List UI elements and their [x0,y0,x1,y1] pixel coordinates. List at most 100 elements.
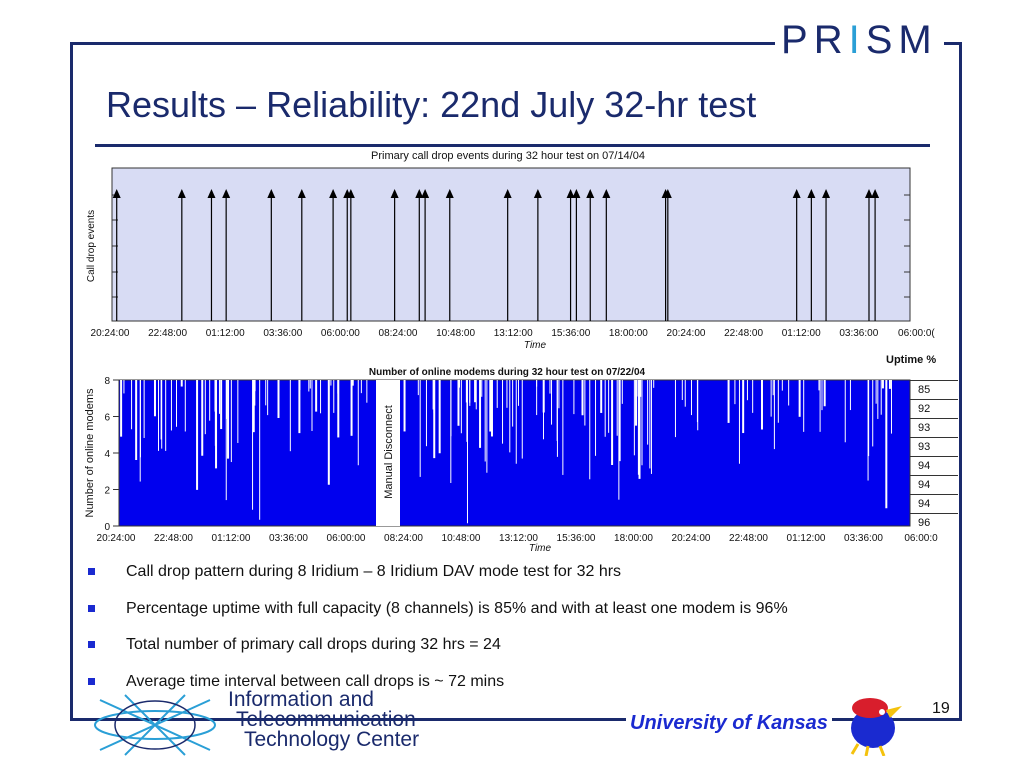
call-drop-xtick-label: 03:36:00 [839,328,878,339]
call-drop-xtick-label: 06:00:00 [321,328,360,339]
uptime-value: 93 [910,418,958,438]
modem-xticklabels: 20:24:00 22:48:00 01:12:00 03:36:00 06:00:0 0… [97,533,939,544]
frame-right-line [959,42,962,720]
frame-left-line [70,42,73,720]
bullet-square-icon [88,604,95,612]
call-drop-plot-area [111,167,911,322]
uptime-value: 93 [910,437,958,457]
bullet-square-icon [88,568,95,575]
bullet-item: Average time interval between call drops… [86,672,966,709]
manual-disconnect-region [376,380,400,526]
call-drop-xtick-label: 10:48:00 [436,328,475,339]
uptime-row: 94 [910,475,958,495]
bullet-square-icon [88,677,95,685]
call-drop-event-marker [663,189,672,198]
bullet-item: Percentage uptime with full capacity (8 … [86,599,966,636]
call-drop-event-marker [112,189,121,198]
uptime-value: 94 [910,475,958,495]
call-drop-event-marker [602,189,611,198]
modem-xtick-label: 15:36:00 [557,533,596,544]
call-drop-event-marker [297,189,306,198]
call-drop-chart-title: Primary call drop events during 32 hour … [371,150,645,162]
modem-xtick-label: 22:48:00 [154,533,193,544]
bullet-square-icon [88,641,95,648]
modem-xtick-label: 22:48:00 [729,533,768,544]
bullet-list: Call drop pattern during 8 Iridium – 8 I… [86,562,966,708]
call-drop-event-marker [390,189,399,198]
uptime-value: 96 [910,513,958,532]
call-drop-event-marker [415,189,424,198]
modem-dropouts [120,380,892,524]
ittc-logo-icon [94,694,216,756]
call-drop-xtick-label: 20:24:00 [91,328,130,339]
university-name: University of Kansas [626,712,832,735]
modem-xtick-label: 03:36:00 [844,533,883,544]
modem-ytick-label: 0 [104,522,110,533]
call-drop-xtick-label: 20:24:00 [667,328,706,339]
modem-ytick-label: 8 [104,376,110,387]
modem-ytick-label: 6 [104,413,110,424]
call-drop-xtick-label: 22:48:00 [724,328,763,339]
call-drop-event-marker [267,189,276,198]
title-rule [95,144,930,147]
call-drop-event-marker [207,189,216,198]
call-drop-event-marker [533,189,542,198]
call-drop-event-marker [503,189,512,198]
uptime-value: 94 [910,456,958,476]
call-drop-ticks [112,194,910,298]
bullet-item: Total number of primary call drops durin… [86,635,966,672]
call-drop-ylabel: Call drop events [86,210,97,282]
uptime-header: Uptime % [886,354,937,366]
modem-xtick-label: 03:36:00 [269,533,308,544]
call-drop-event-marker [792,189,801,198]
modem-xtick-label: 20:24:00 [672,533,711,544]
frame-top-line [70,42,775,45]
bullet-item: Call drop pattern during 8 Iridium – 8 I… [86,562,966,599]
call-drop-xtick-label: 06:00:0( [898,328,935,339]
uptime-value: 85 [910,380,958,400]
jayhawk-mascot-icon [850,698,902,756]
modem-yticks: 0 2 4 6 8 [104,376,119,533]
uptime-row: 93 [910,418,958,438]
call-drop-xtick-label: 08:24:00 [379,328,418,339]
call-drop-event-marker [445,189,454,198]
modem-xtick-label: 01:12:00 [212,533,251,544]
modem-xtick-label: 20:24:00 [97,533,136,544]
call-drop-xtick-label: 13:12:00 [494,328,533,339]
slide-title: Results – Reliability: 22nd July 32-hr t… [106,84,757,125]
modem-xtick-label: 08:24:00 [384,533,423,544]
modem-xlabel: Time [529,543,552,554]
modem-xtick-label: 18:00:00 [614,533,653,544]
call-drop-event-marker [421,189,430,198]
uptime-table: 85 92 93 93 94 94 94 96 [910,380,958,532]
uptime-value: 92 [910,399,958,419]
uptime-row: 92 [910,399,958,419]
modem-ytick-label: 2 [104,486,110,497]
frame-top-line-right [944,42,962,45]
call-drop-xtick-label: 18:00:00 [609,328,648,339]
uptime-row: 93 [910,437,958,457]
uptime-value: 94 [910,494,958,514]
frame-bottom-line [70,718,962,721]
call-drop-event-marker [222,189,231,198]
modem-xtick-label: 01:12:00 [787,533,826,544]
call-drop-xlabel: Time [524,340,547,351]
call-drop-event-marker [807,189,816,198]
call-drop-event-marker [586,189,595,198]
call-drop-event-marker [871,189,880,198]
call-drop-xticklabels: 20:24:00 22:48:00 01:12:00 03:36:00 06:00:00… [91,328,936,339]
manual-disconnect-label: Manual Disconnect [383,405,395,499]
uptime-row: 96 [910,513,958,532]
modem-xtick-label: 10:48:00 [442,533,481,544]
modem-xtick-label: 06:00:0 [904,533,938,544]
call-drop-event-marker [864,189,873,198]
modem-ylabel: Number of online modems [84,388,96,518]
call-drop-event-marker [661,189,670,198]
call-drop-xtick-label: 22:48:00 [148,328,187,339]
prism-logo: PRISM [775,18,944,63]
modem-ytick-label: 4 [104,449,110,460]
call-drop-xtick-label: 01:12:00 [206,328,245,339]
call-drop-event-marker [329,189,338,198]
uptime-row: 94 [910,456,958,476]
call-drop-event-marker [822,189,831,198]
